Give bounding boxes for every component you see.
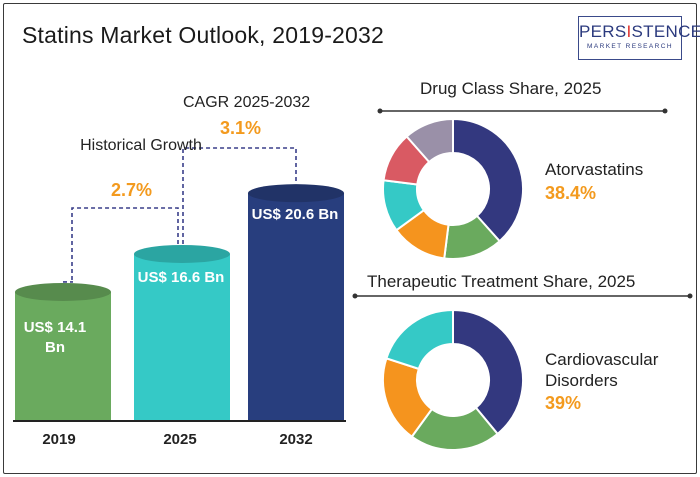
x-tick-2032: 2032	[279, 431, 313, 448]
bar-2025	[134, 253, 230, 421]
therapeutic-donut-slice-0	[452, 308, 524, 436]
bar-value-label-2032: US$ 20.6 Bn	[251, 206, 339, 223]
logo-wordmark: PERSISTENCE	[579, 22, 700, 41]
persistence-logo: PERSISTENCE MARKET RESEARCH	[578, 16, 700, 60]
therapeutic-donut-slice-3	[385, 308, 454, 371]
therapeutic-title: Therapeutic Treatment Share, 2025	[367, 272, 636, 291]
drug-class-divider-dot-right	[662, 108, 668, 114]
x-tick-2025: 2025	[163, 431, 197, 448]
bar-value-label-2025: US$ 16.6 Bn	[137, 269, 225, 286]
cagr-label: CAGR 2025-2032	[183, 94, 311, 111]
therapeutic-divider-dot-left	[352, 293, 358, 299]
drug-class-highlight-label: Atorvastatins	[545, 160, 644, 179]
drug-class-title: Drug Class Share, 2025	[420, 79, 602, 98]
bar-2032	[248, 193, 344, 421]
bar-2019	[15, 291, 111, 421]
logo-subtitle: MARKET RESEARCH	[587, 43, 673, 50]
connector-cagr	[182, 147, 297, 244]
historical-growth-label: Historical Growth	[80, 137, 202, 154]
therapeutic-highlight-label: Cardiovascular Disorders	[545, 350, 659, 390]
x-tick-2019: 2019	[42, 431, 76, 448]
drug-class-divider-dot-left	[377, 108, 383, 114]
drug-class-highlight-value: 38.4%	[545, 183, 597, 203]
bar-top-2032	[248, 184, 344, 203]
chart-title: Statins Market Outlook, 2019-2032	[22, 22, 385, 48]
therapeutic-divider-dot-right	[687, 293, 693, 299]
historical-growth-value: 2.7%	[111, 180, 153, 200]
bar-value-label-2019: US$ 14.1 Bn	[23, 319, 87, 356]
chart-frame	[3, 3, 697, 474]
bar-top-2019	[15, 282, 111, 301]
therapeutic-highlight-value: 39%	[545, 393, 582, 413]
connector-historical	[71, 207, 179, 280]
bar-top-2025	[134, 244, 230, 263]
drug-class-donut-slice-0	[452, 117, 524, 243]
drug-class-donut-slice-5	[405, 117, 454, 164]
cagr-value: 3.1%	[220, 118, 262, 138]
